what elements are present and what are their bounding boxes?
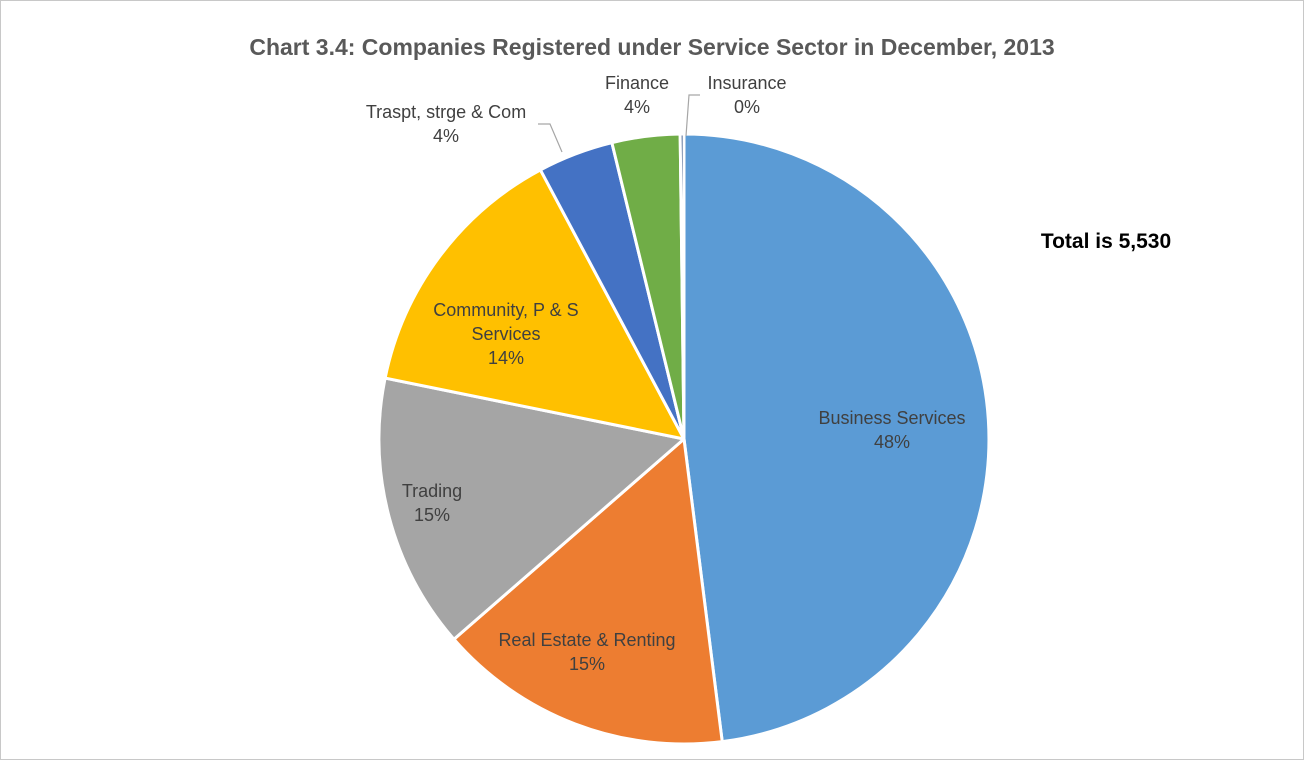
- slice-labels: Business Services 48% Real Estate & Rentin…: [366, 73, 966, 674]
- slice-label-real-estate-renting: Real Estate & Renting 15%: [498, 630, 675, 674]
- total-annotation: Total is 5,530: [1041, 230, 1171, 253]
- slice-label-insurance: Insurance 0%: [707, 73, 786, 117]
- leader-lines: [538, 94, 700, 153]
- slice-label-business-services: Business Services 48%: [818, 408, 965, 452]
- pie-slices: [377, 132, 991, 746]
- chart-title: Chart 3.4: Companies Registered under Se…: [249, 34, 1054, 60]
- slice-label-finance: Finance 4%: [605, 73, 669, 117]
- pie-slice-insurance: [678, 132, 686, 441]
- leader-line-traspt-strge-com: [538, 123, 563, 153]
- leader-line-insurance: [685, 94, 700, 137]
- pie-slice-real-estate-renting: [452, 437, 724, 746]
- slice-label-trading: Trading 15%: [402, 481, 462, 525]
- slice-label-traspt-strge-com: Traspt, strge & Com 4%: [366, 102, 526, 146]
- slice-label-community-p-s-services: Community, P & S Services 14%: [433, 300, 578, 368]
- pie-slice-community-p-s-services: [383, 168, 686, 441]
- pie-slice-business-services: [682, 132, 991, 744]
- pie-slice-trading: [377, 376, 686, 641]
